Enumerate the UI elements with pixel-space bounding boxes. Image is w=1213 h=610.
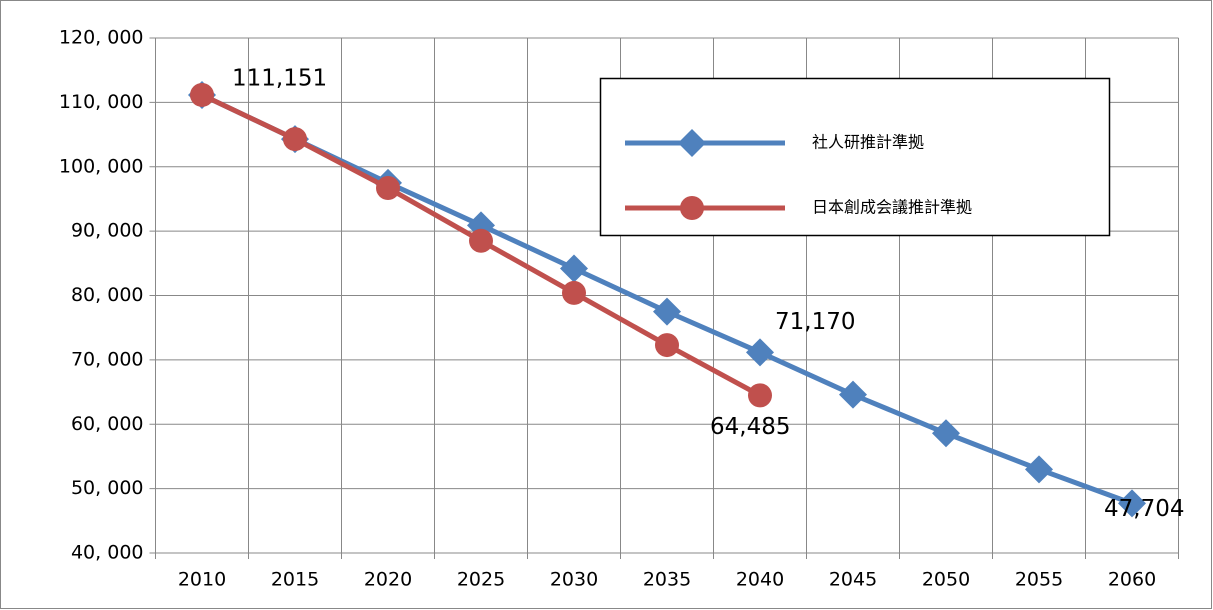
data-label: 47,704 xyxy=(1104,496,1184,522)
marker-diamond xyxy=(932,419,960,448)
data-label: 64,485 xyxy=(710,414,790,440)
data-label: 111,151 xyxy=(232,65,327,91)
marker-circle xyxy=(655,333,679,358)
x-tick-label: 2015 xyxy=(271,569,319,591)
legend-label: 日本創成会議推計準拠 xyxy=(812,198,972,217)
marker-circle xyxy=(680,196,704,220)
marker-circle xyxy=(469,228,493,253)
y-tick-label: 80, 000 xyxy=(71,284,144,306)
marker-circle xyxy=(283,127,307,152)
y-tick-label: 50, 000 xyxy=(71,477,144,499)
x-tick-label: 2010 xyxy=(178,569,226,591)
marker-circle xyxy=(190,82,214,107)
y-tick-label: 90, 000 xyxy=(71,220,144,242)
x-tick-label: 2035 xyxy=(643,569,691,591)
y-tick-label: 70, 000 xyxy=(71,348,144,370)
y-tick-label: 60, 000 xyxy=(71,413,144,435)
x-tick-label: 2030 xyxy=(550,569,598,591)
x-tick-label: 2055 xyxy=(1015,569,1063,591)
y-tick-label: 120, 000 xyxy=(59,27,144,49)
marker-diamond xyxy=(560,254,588,283)
x-tick-label: 2020 xyxy=(364,569,412,591)
legend-label: 社人研推計準拠 xyxy=(812,133,924,152)
marker-circle xyxy=(562,280,586,305)
x-tick-label: 2040 xyxy=(736,569,784,591)
x-tick-label: 2045 xyxy=(829,569,877,591)
marker-diamond xyxy=(746,338,774,367)
x-tick-label: 2050 xyxy=(922,569,970,591)
x-tick-label: 2025 xyxy=(457,569,505,591)
marker-diamond xyxy=(839,380,867,409)
y-tick-label: 110, 000 xyxy=(59,91,144,113)
marker-circle xyxy=(748,383,772,408)
y-tick-label: 40, 000 xyxy=(71,542,144,564)
data-label: 71,170 xyxy=(775,309,855,335)
x-tick-label: 2060 xyxy=(1108,569,1156,591)
y-tick-label: 100, 000 xyxy=(59,155,144,177)
marker-diamond xyxy=(653,297,681,326)
marker-diamond xyxy=(1118,489,1146,518)
marker-circle xyxy=(376,175,400,200)
marker-diamond xyxy=(678,129,706,157)
marker-diamond xyxy=(1025,455,1053,484)
